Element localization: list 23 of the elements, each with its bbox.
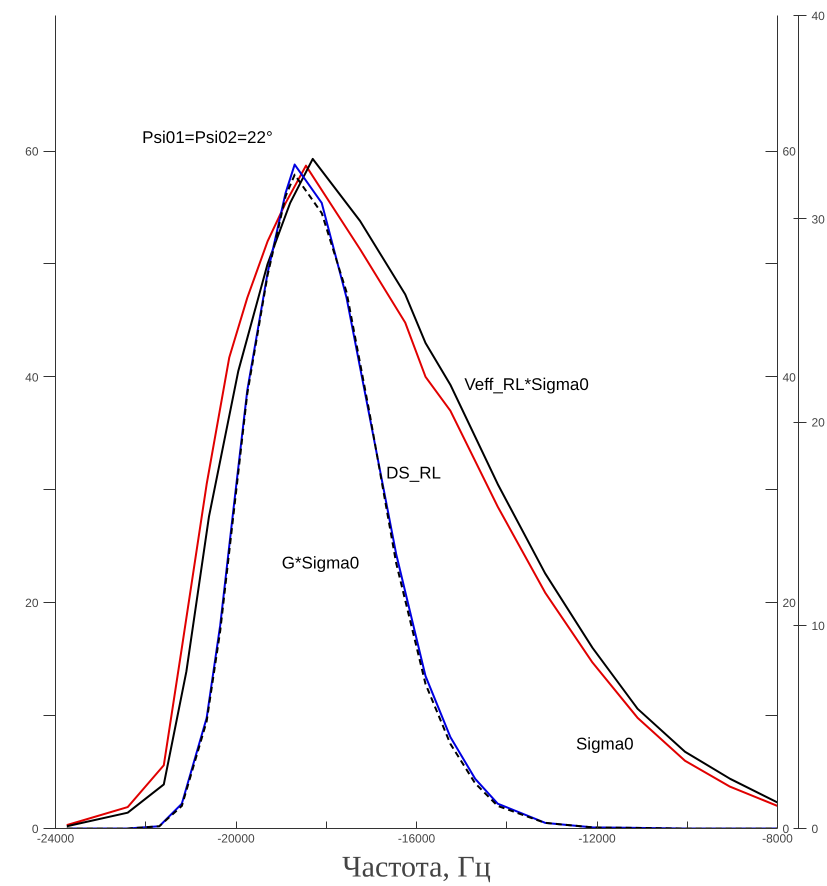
x-tick-label: -16000 bbox=[398, 832, 436, 846]
y2-tick-label: 60 bbox=[782, 144, 796, 158]
y-tick-label: 20 bbox=[25, 596, 39, 610]
x-tick-label: -20000 bbox=[217, 832, 256, 846]
y3-tick-label: 10 bbox=[812, 618, 826, 633]
y2-tick-label: 20 bbox=[782, 596, 796, 610]
series-label: Sigma0 bbox=[576, 734, 634, 754]
series-label: DS_RL bbox=[386, 464, 441, 483]
x-tick-label: -12000 bbox=[578, 832, 616, 846]
series-label: Veff_RL*Sigma0 bbox=[464, 375, 589, 394]
annotation: Psi01=Psi02=22° bbox=[142, 128, 273, 147]
x-axis-title: Частота, Гц bbox=[342, 850, 491, 884]
y-tick-label: 40 bbox=[25, 370, 39, 384]
y2-tick-label: 40 bbox=[782, 370, 796, 384]
y3-tick-label: 20 bbox=[812, 416, 826, 430]
x-tick-label: -8000 bbox=[762, 832, 794, 846]
y-tick-label: 60 bbox=[25, 144, 39, 158]
x-tick-label: -24000 bbox=[36, 832, 75, 846]
y3-tick-label: 40 bbox=[812, 9, 826, 23]
y3-tick-label: 0 bbox=[812, 822, 818, 836]
text: G*Sigma0 bbox=[282, 554, 360, 573]
y3-tick-label: 30 bbox=[812, 212, 826, 226]
y-tick-label: 0 bbox=[32, 822, 39, 836]
